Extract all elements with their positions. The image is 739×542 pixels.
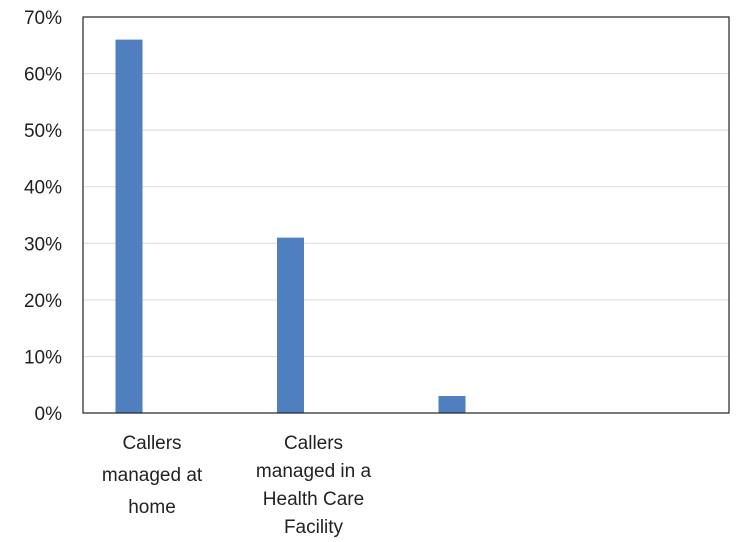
y-tick-label: 10% xyxy=(24,347,62,368)
x-category-label-line: Callers xyxy=(122,433,181,454)
bar xyxy=(277,237,304,413)
bar xyxy=(115,39,143,413)
x-category-label-line: Health Care xyxy=(263,489,364,510)
y-tick-label: 50% xyxy=(24,121,62,142)
x-axis-categories: Callers managed at home Callers managed in a… xyxy=(102,433,372,538)
x-category-label: Callers managed in a Health Care Facility xyxy=(256,433,372,538)
x-category-label-line: managed at xyxy=(102,465,203,486)
y-tick-label: 30% xyxy=(24,234,62,255)
x-category-label-line: Facility xyxy=(284,517,344,538)
y-axis-ticks: 0% 10% 20% 30% 40% 50% 60% 70% xyxy=(24,8,62,425)
y-tick-label: 40% xyxy=(24,178,62,199)
x-category-label-line: home xyxy=(128,497,176,518)
x-category-label-line: managed in a xyxy=(256,461,372,482)
y-tick-label: 60% xyxy=(24,65,62,86)
bars xyxy=(115,39,466,413)
y-tick-label: 0% xyxy=(35,404,63,425)
bar xyxy=(438,396,466,413)
y-tick-label: 20% xyxy=(24,291,62,312)
x-category-label-line: Callers xyxy=(284,433,343,454)
gridlines xyxy=(83,73,729,357)
plot-frame xyxy=(82,16,730,414)
x-category-label: Callers managed at home xyxy=(102,433,203,518)
y-tick-label: 70% xyxy=(24,8,62,29)
